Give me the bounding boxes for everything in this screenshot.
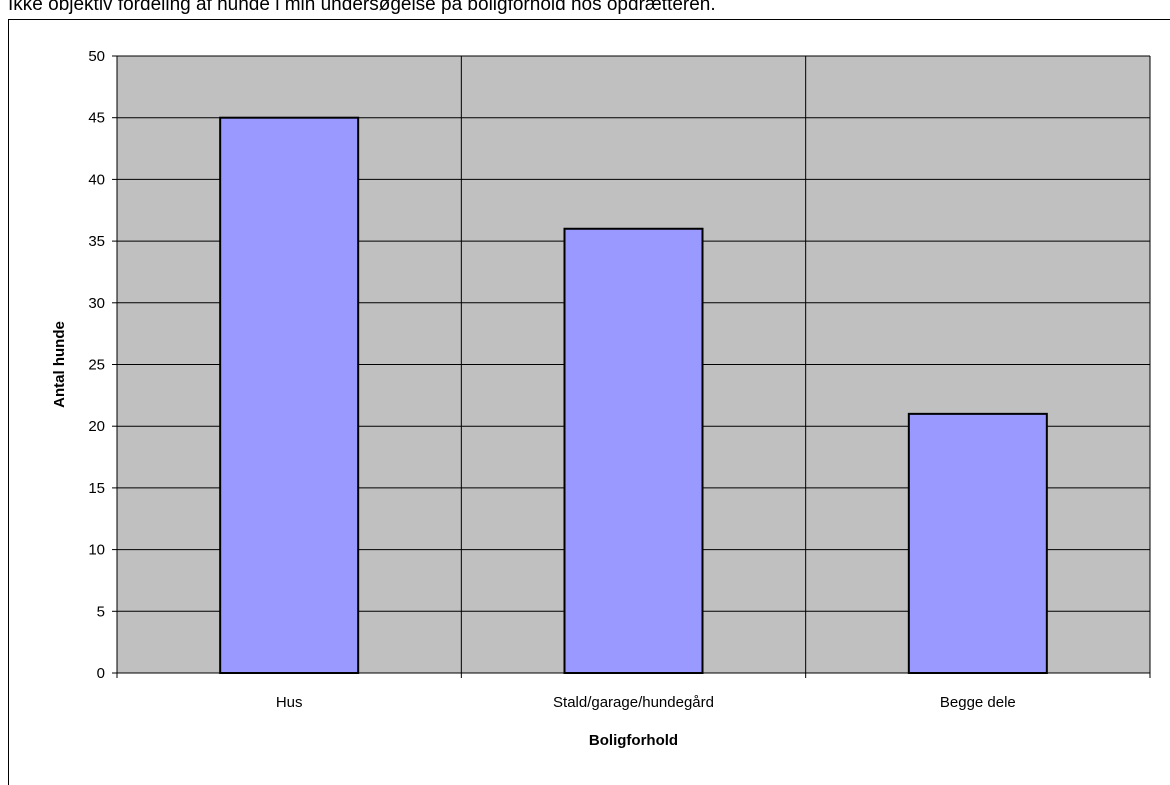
bar bbox=[907, 412, 1048, 674]
y-tick-label: 35 bbox=[88, 233, 105, 250]
x-tick-label: Hus bbox=[276, 694, 303, 711]
y-tick-label: 20 bbox=[88, 418, 105, 435]
y-tick-label: 0 bbox=[97, 665, 105, 682]
y-tick-label: 15 bbox=[88, 480, 105, 497]
x-tick-label: Begge dele bbox=[940, 694, 1016, 711]
y-tick-label: 10 bbox=[88, 542, 105, 559]
y-axis-title: Antal hunde bbox=[51, 321, 68, 408]
bar bbox=[219, 116, 360, 674]
chart-frame bbox=[8, 19, 1170, 785]
bar bbox=[563, 227, 704, 674]
y-tick-label: 5 bbox=[97, 603, 105, 620]
y-tick-label: 40 bbox=[88, 171, 105, 188]
x-tick-label: Stald/garage/hundegård bbox=[553, 694, 714, 711]
figure-caption: Ikke objektiv fordeling af hunde i min u… bbox=[8, 0, 716, 15]
y-tick-label: 50 bbox=[88, 48, 105, 65]
x-axis-title: Boligforhold bbox=[589, 732, 678, 749]
y-tick-label: 45 bbox=[88, 110, 105, 127]
y-tick-label: 30 bbox=[88, 295, 105, 312]
y-tick-label: 25 bbox=[88, 357, 105, 374]
